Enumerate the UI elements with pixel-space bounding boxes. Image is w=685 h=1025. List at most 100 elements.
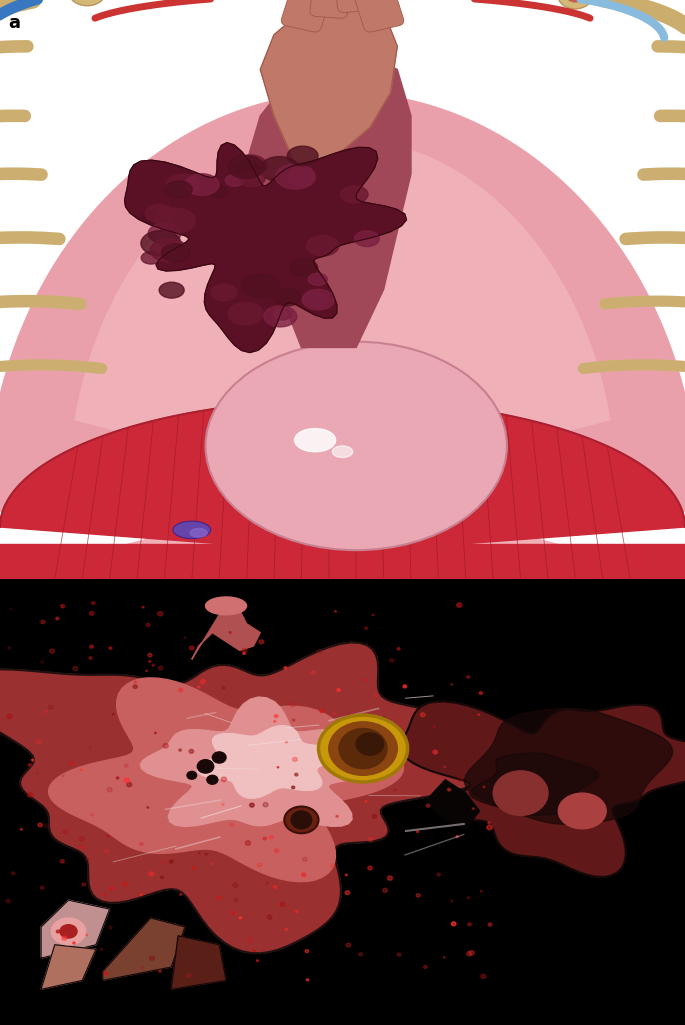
Ellipse shape — [134, 682, 136, 683]
Ellipse shape — [481, 974, 486, 979]
Ellipse shape — [49, 705, 53, 709]
Ellipse shape — [345, 891, 350, 895]
Ellipse shape — [116, 777, 119, 779]
Ellipse shape — [487, 825, 493, 830]
Ellipse shape — [110, 887, 114, 890]
Ellipse shape — [451, 684, 453, 685]
Polygon shape — [197, 726, 337, 798]
Ellipse shape — [40, 887, 44, 889]
Ellipse shape — [330, 864, 334, 867]
Ellipse shape — [145, 204, 174, 222]
Ellipse shape — [397, 953, 401, 956]
Ellipse shape — [383, 889, 388, 893]
Polygon shape — [192, 606, 260, 659]
Polygon shape — [171, 936, 226, 989]
Ellipse shape — [162, 244, 190, 261]
Polygon shape — [75, 139, 610, 556]
Ellipse shape — [372, 614, 374, 616]
Ellipse shape — [21, 828, 23, 830]
Ellipse shape — [197, 760, 214, 773]
Ellipse shape — [198, 686, 200, 688]
Ellipse shape — [165, 180, 192, 198]
Ellipse shape — [123, 883, 127, 886]
Ellipse shape — [240, 170, 265, 187]
Ellipse shape — [221, 777, 227, 782]
Ellipse shape — [447, 788, 451, 791]
Polygon shape — [125, 142, 406, 353]
Ellipse shape — [273, 886, 277, 889]
Ellipse shape — [245, 840, 251, 846]
Ellipse shape — [86, 935, 88, 936]
Polygon shape — [260, 0, 397, 162]
Ellipse shape — [108, 835, 109, 836]
Ellipse shape — [60, 925, 77, 938]
Ellipse shape — [79, 845, 84, 849]
Ellipse shape — [147, 807, 149, 808]
Ellipse shape — [308, 274, 327, 285]
Ellipse shape — [493, 771, 548, 816]
Ellipse shape — [103, 894, 105, 895]
Ellipse shape — [242, 652, 245, 654]
FancyBboxPatch shape — [353, 0, 404, 32]
Ellipse shape — [109, 926, 112, 929]
Ellipse shape — [40, 661, 44, 663]
Ellipse shape — [173, 521, 211, 538]
Ellipse shape — [292, 786, 295, 788]
Bar — [0, 544, 685, 579]
Ellipse shape — [291, 811, 312, 829]
Ellipse shape — [303, 858, 307, 861]
Polygon shape — [0, 643, 500, 953]
Ellipse shape — [228, 302, 263, 325]
Ellipse shape — [185, 174, 219, 196]
Ellipse shape — [292, 757, 297, 762]
Ellipse shape — [263, 837, 266, 840]
Ellipse shape — [61, 605, 64, 608]
Ellipse shape — [290, 259, 318, 277]
Ellipse shape — [483, 786, 485, 788]
Ellipse shape — [369, 837, 373, 842]
Ellipse shape — [458, 778, 462, 781]
Ellipse shape — [229, 823, 234, 826]
Ellipse shape — [49, 649, 54, 653]
Ellipse shape — [290, 702, 295, 706]
Ellipse shape — [81, 769, 82, 771]
Ellipse shape — [242, 275, 279, 298]
Ellipse shape — [480, 891, 482, 892]
Ellipse shape — [184, 637, 186, 639]
Ellipse shape — [383, 716, 385, 719]
Polygon shape — [41, 900, 110, 958]
Ellipse shape — [444, 767, 445, 768]
Ellipse shape — [187, 772, 197, 779]
Ellipse shape — [158, 666, 163, 670]
Ellipse shape — [28, 764, 32, 767]
Ellipse shape — [239, 916, 242, 918]
Ellipse shape — [277, 767, 279, 768]
Ellipse shape — [394, 789, 397, 791]
Polygon shape — [41, 945, 96, 989]
Polygon shape — [103, 918, 185, 980]
Ellipse shape — [198, 852, 200, 854]
Ellipse shape — [363, 679, 368, 683]
Ellipse shape — [334, 611, 336, 612]
Ellipse shape — [163, 743, 169, 748]
Ellipse shape — [269, 835, 273, 838]
Ellipse shape — [364, 627, 368, 629]
Ellipse shape — [336, 815, 338, 817]
Ellipse shape — [190, 646, 194, 650]
Ellipse shape — [36, 740, 41, 744]
Ellipse shape — [388, 876, 393, 880]
Ellipse shape — [79, 837, 84, 842]
Ellipse shape — [149, 872, 153, 875]
Ellipse shape — [558, 0, 593, 9]
Ellipse shape — [267, 915, 272, 919]
Ellipse shape — [275, 849, 279, 853]
Ellipse shape — [285, 929, 288, 931]
Ellipse shape — [11, 872, 15, 875]
Ellipse shape — [423, 966, 427, 969]
Ellipse shape — [225, 174, 244, 187]
Ellipse shape — [433, 750, 438, 754]
Ellipse shape — [301, 873, 306, 876]
Polygon shape — [425, 780, 479, 829]
Ellipse shape — [263, 803, 268, 807]
Ellipse shape — [158, 612, 163, 616]
